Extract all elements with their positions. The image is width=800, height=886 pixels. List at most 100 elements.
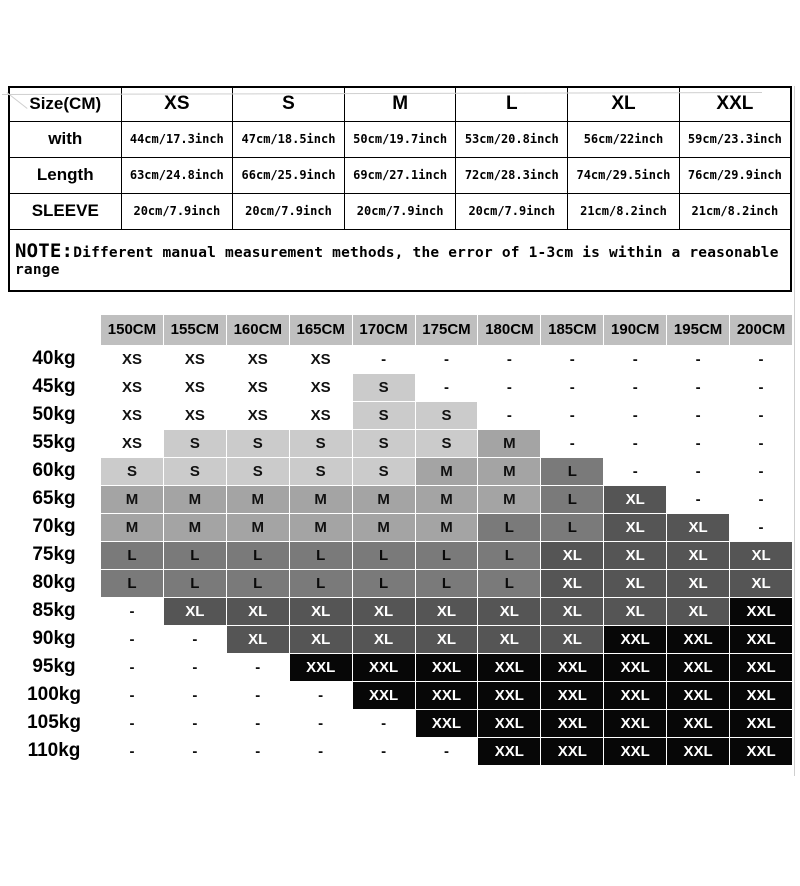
size-spec-row: with 44cm/17.3inch 47cm/18.5inch 50cm/19.7i… — [8, 120, 792, 158]
size-cell-xl: XL — [226, 597, 289, 625]
height-column-header: 195CM — [667, 314, 730, 345]
size-cell-xxl: XXL — [415, 681, 478, 709]
size-cell-xxl: XXL — [730, 709, 792, 737]
size-cell-xxl: XXL — [541, 681, 604, 709]
weight-row-header: 60kg — [8, 457, 100, 485]
no-size-cell: - — [541, 373, 604, 401]
no-size-cell: - — [478, 345, 541, 373]
size-cell-m: M — [163, 513, 226, 541]
measurement-value: 72cm/28.3inch — [455, 156, 569, 194]
matrix-row: 110kg - - - - - - XXL XXL XXL XXL XXL — [8, 737, 792, 765]
size-cell-xs: XS — [101, 373, 163, 401]
size-cell-l: L — [541, 485, 604, 513]
size-spec-row: SLEEVE 20cm/7.9inch 20cm/7.9inch 20cm/7.9in… — [8, 192, 792, 230]
no-size-cell: - — [604, 373, 667, 401]
size-cell-l: L — [226, 569, 289, 597]
no-size-cell: - — [163, 681, 226, 709]
no-size-cell: - — [163, 625, 226, 653]
size-cell-xl: XL — [604, 513, 667, 541]
no-size-cell: - — [541, 345, 604, 373]
measurement-value: 69cm/27.1inch — [343, 156, 457, 194]
size-cell-xl: XL — [541, 569, 604, 597]
size-cell-xl: XL — [541, 597, 604, 625]
no-size-cell: - — [730, 345, 792, 373]
weight-row-header: 85kg — [8, 597, 100, 625]
size-cell-xxl: XXL — [604, 625, 667, 653]
note-text: Different manual measurement methods, th… — [15, 244, 779, 278]
no-size-cell: - — [604, 345, 667, 373]
size-cell-m: M — [226, 485, 289, 513]
size-cell-xxl: XXL — [352, 653, 415, 681]
no-size-cell: - — [667, 485, 730, 513]
size-cell-xxl: XXL — [730, 681, 792, 709]
no-size-cell: - — [730, 373, 792, 401]
matrix-row: 85kg - XL XL XL XL XL XL XL XL XL XXL — [8, 597, 792, 625]
size-cell-xs: XS — [163, 373, 226, 401]
size-cell-m: M — [415, 457, 478, 485]
no-size-cell: - — [415, 737, 478, 765]
no-size-cell: - — [352, 345, 415, 373]
matrix-row: 55kg XS S S S S S M - - - - — [8, 429, 792, 457]
no-size-cell: - — [289, 681, 352, 709]
measurement-value: 74cm/29.5inch — [567, 156, 680, 194]
no-size-cell: - — [101, 653, 163, 681]
weight-row-header: 110kg — [8, 737, 100, 765]
weight-row-header: 90kg — [8, 625, 100, 653]
no-size-cell: - — [289, 709, 352, 737]
size-cell-l: L — [541, 513, 604, 541]
weight-row-header: 100kg — [8, 681, 100, 709]
weight-row-header: 95kg — [8, 653, 100, 681]
matrix-corner-cell — [8, 314, 100, 345]
size-cell-xxl: XXL — [478, 737, 541, 765]
size-cell-xxl: XXL — [478, 681, 541, 709]
size-cell-xs: XS — [101, 401, 163, 429]
size-cell-xl: XL — [415, 625, 478, 653]
size-cell-s: S — [226, 457, 289, 485]
matrix-row: 70kg M M M M M M L L XL XL - — [8, 513, 792, 541]
no-size-cell: - — [415, 345, 478, 373]
size-cell-l: L — [478, 513, 541, 541]
size-cell-xl: XL — [604, 569, 667, 597]
no-size-cell: - — [163, 653, 226, 681]
size-cell-m: M — [289, 485, 352, 513]
size-cell-xs: XS — [101, 345, 163, 373]
size-cell-s: S — [289, 457, 352, 485]
size-cell-xl: XL — [163, 597, 226, 625]
size-cell-m: M — [352, 485, 415, 513]
weight-row-header: 65kg — [8, 485, 100, 513]
size-cell-xxl: XXL — [730, 597, 792, 625]
size-cell-xxl: XXL — [289, 653, 352, 681]
height-column-header: 165CM — [289, 314, 352, 345]
size-cell-m: M — [478, 457, 541, 485]
matrix-row: 100kg - - - - XXL XXL XXL XXL XXL XXL XXL — [8, 681, 792, 709]
size-cell-s: S — [163, 457, 226, 485]
no-size-cell: - — [667, 345, 730, 373]
size-cell-xl: XL — [541, 541, 604, 569]
size-cell-xl: XL — [604, 597, 667, 625]
no-size-cell: - — [667, 429, 730, 457]
size-cell-m: M — [226, 513, 289, 541]
matrix-row: 90kg - - XL XL XL XL XL XL XXL XXL XXL — [8, 625, 792, 653]
size-cell-xxl: XXL — [730, 625, 792, 653]
size-cell-xxl: XXL — [667, 653, 730, 681]
no-size-cell: - — [667, 457, 730, 485]
height-column-header: 200CM — [730, 314, 792, 345]
size-cell-xs: XS — [226, 345, 289, 373]
weight-row-header: 105kg — [8, 709, 100, 737]
weight-row-header: 70kg — [8, 513, 100, 541]
size-cell-l: L — [541, 457, 604, 485]
measurement-value: 20cm/7.9inch — [232, 192, 345, 230]
size-cell-l: L — [352, 541, 415, 569]
no-size-cell: - — [478, 401, 541, 429]
no-size-cell: - — [730, 401, 792, 429]
no-size-cell: - — [604, 457, 667, 485]
size-cell-xxl: XXL — [478, 653, 541, 681]
size-cell-m: M — [352, 513, 415, 541]
measurement-note: NOTE:Different manual measurement method… — [8, 228, 792, 291]
size-cell-xxl: XXL — [730, 653, 792, 681]
measurement-value: 76cm/29.9inch — [678, 156, 792, 194]
size-cell-xl: XL — [289, 625, 352, 653]
size-cell-xxl: XXL — [541, 709, 604, 737]
matrix-row: 60kg S S S S S M M L - - - — [8, 457, 792, 485]
matrix-row: 80kg L L L L L L L XL XL XL XL — [8, 569, 792, 597]
